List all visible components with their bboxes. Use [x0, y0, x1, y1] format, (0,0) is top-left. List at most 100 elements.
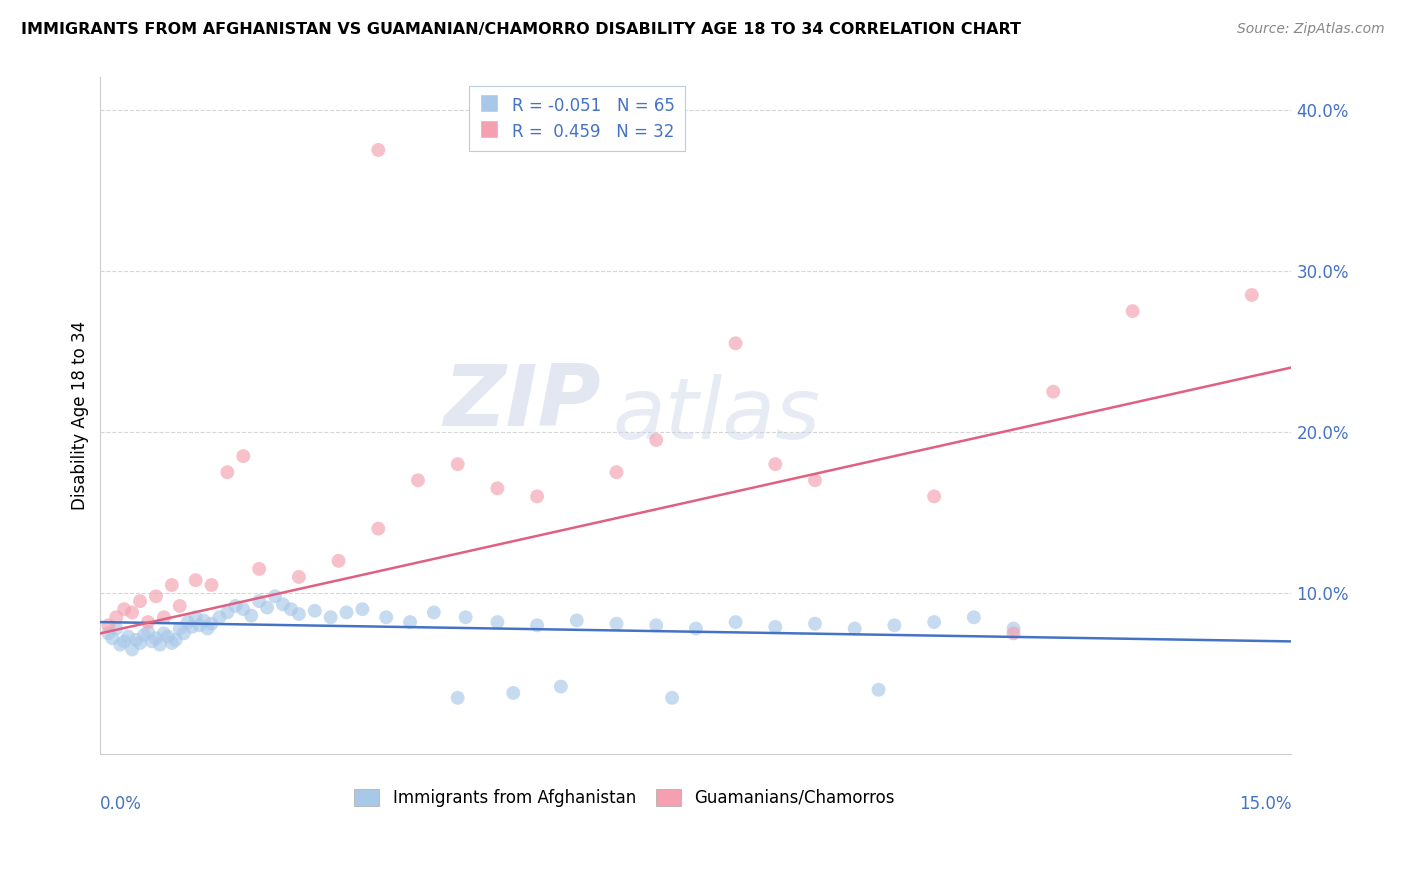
Point — [169, 622, 191, 636]
Point — [565, 614, 588, 628]
Point — [200, 578, 222, 592]
Point — [922, 489, 945, 503]
Point — [256, 600, 278, 615]
Point — [105, 610, 128, 624]
Point — [112, 602, 135, 616]
Point — [160, 578, 183, 592]
Point — [375, 610, 398, 624]
Point — [97, 626, 120, 640]
Point — [197, 622, 219, 636]
Point — [645, 618, 668, 632]
Point — [240, 608, 263, 623]
Point — [502, 686, 524, 700]
Point — [165, 632, 187, 647]
Point — [232, 449, 254, 463]
Point — [763, 457, 786, 471]
Y-axis label: Disability Age 18 to 34: Disability Age 18 to 34 — [72, 321, 89, 510]
Point — [1002, 626, 1025, 640]
Point — [406, 473, 429, 487]
Point — [526, 489, 548, 503]
Point — [367, 143, 389, 157]
Text: 0.0%: 0.0% — [100, 795, 142, 813]
Text: ZIP: ZIP — [443, 360, 600, 444]
Point — [112, 634, 135, 648]
Point — [153, 610, 176, 624]
Point — [271, 598, 294, 612]
Point — [288, 607, 311, 621]
Point — [264, 589, 287, 603]
Point — [724, 336, 747, 351]
Point — [724, 615, 747, 629]
Point — [352, 602, 374, 616]
Point — [661, 690, 683, 705]
Point — [550, 680, 572, 694]
Point — [763, 620, 786, 634]
Point — [117, 630, 139, 644]
Point — [136, 624, 159, 639]
Point — [288, 570, 311, 584]
Point — [804, 616, 827, 631]
Point — [963, 610, 986, 624]
Text: Source: ZipAtlas.com: Source: ZipAtlas.com — [1237, 22, 1385, 37]
Text: 15.0%: 15.0% — [1239, 795, 1292, 813]
Point — [160, 636, 183, 650]
Point — [645, 433, 668, 447]
Point — [1122, 304, 1144, 318]
Point — [605, 465, 627, 479]
Point — [193, 614, 215, 628]
Point — [280, 602, 302, 616]
Point — [153, 626, 176, 640]
Point — [868, 682, 890, 697]
Point — [224, 599, 246, 613]
Point — [247, 594, 270, 608]
Point — [145, 631, 167, 645]
Point — [105, 622, 128, 636]
Point — [208, 610, 231, 624]
Point — [184, 610, 207, 624]
Point — [804, 473, 827, 487]
Point — [101, 631, 124, 645]
Point — [145, 589, 167, 603]
Point — [1002, 622, 1025, 636]
Point — [454, 610, 477, 624]
Point — [1042, 384, 1064, 399]
Point — [173, 626, 195, 640]
Point — [121, 642, 143, 657]
Point — [605, 616, 627, 631]
Point — [129, 594, 152, 608]
Point — [217, 465, 239, 479]
Point — [486, 481, 509, 495]
Point — [136, 615, 159, 629]
Point — [1240, 288, 1263, 302]
Point — [447, 457, 470, 471]
Point — [97, 618, 120, 632]
Point — [423, 606, 446, 620]
Point — [108, 638, 131, 652]
Point — [156, 630, 179, 644]
Point — [399, 615, 422, 629]
Point — [328, 554, 350, 568]
Point — [486, 615, 509, 629]
Point — [188, 618, 211, 632]
Point — [319, 610, 342, 624]
Point — [367, 522, 389, 536]
Point — [180, 620, 202, 634]
Point — [184, 573, 207, 587]
Point — [883, 618, 905, 632]
Point — [132, 628, 155, 642]
Point — [169, 599, 191, 613]
Point — [447, 690, 470, 705]
Point — [922, 615, 945, 629]
Point — [125, 632, 148, 647]
Point — [232, 602, 254, 616]
Legend: Immigrants from Afghanistan, Guamanians/Chamorros: Immigrants from Afghanistan, Guamanians/… — [347, 782, 901, 814]
Point — [844, 622, 866, 636]
Point — [121, 606, 143, 620]
Point — [217, 606, 239, 620]
Text: IMMIGRANTS FROM AFGHANISTAN VS GUAMANIAN/CHAMORRO DISABILITY AGE 18 TO 34 CORREL: IMMIGRANTS FROM AFGHANISTAN VS GUAMANIAN… — [21, 22, 1021, 37]
Point — [304, 604, 326, 618]
Point — [176, 615, 198, 629]
Text: atlas: atlas — [613, 375, 821, 458]
Point — [141, 634, 163, 648]
Point — [335, 606, 357, 620]
